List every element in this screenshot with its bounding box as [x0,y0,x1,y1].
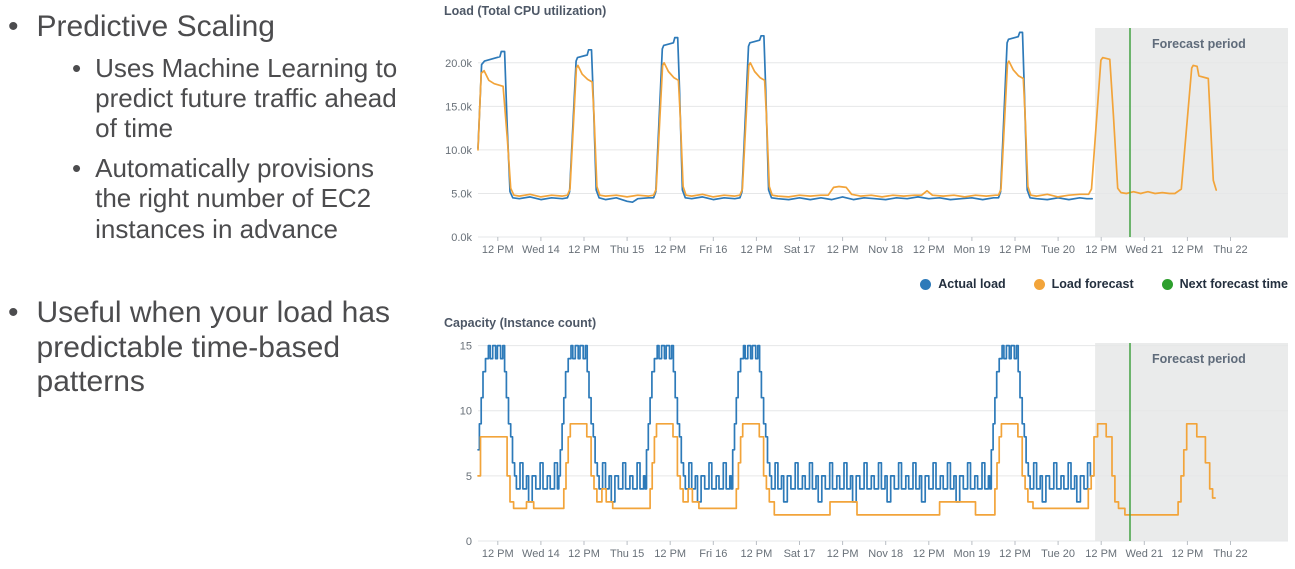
x-tick-label: Nov 18 [868,548,903,560]
x-tick-label: 12 PM [482,244,514,256]
bullet-item-predictive-scaling: • Predictive Scaling [8,10,432,45]
x-tick-label: Thu 22 [1213,548,1247,560]
x-tick-label: 12 PM [999,548,1031,560]
x-tick-label: 12 PM [1172,548,1204,560]
x-tick-label: 12 PM [568,244,600,256]
x-tick-label: Sat 17 [784,548,816,560]
bullet-item-useful-patterns: • Useful when your load has predictable … [8,296,418,400]
capacity-chart: 0 5 10 15 12 PM Wed 14 12 PM Thu 15 12 PM Fri 16 1… [460,341,1288,560]
legend-label: Actual load [938,277,1006,291]
x-tick-label: Wed 21 [1125,244,1163,256]
x-tick-label: Wed 21 [1125,548,1163,560]
forecast-region [1095,343,1288,541]
bullet-list: • Predictive Scaling • Uses Machine Lear… [8,10,432,400]
y-tick-label: 15 [460,341,472,353]
y-tick-label: 0 [466,536,472,548]
x-tick-label: Fri 16 [699,244,727,256]
x-tick-label: Mon 19 [954,244,991,256]
x-tick-label: 12 PM [741,548,773,560]
load-chart: 0.0k 5.0k 10.0k 15.0k 20.0k 12 PM Wed 14 12 PM T… [445,28,1288,256]
x-tick-label: Nov 18 [868,244,903,256]
x-tick-label: 12 PM [654,548,686,560]
x-tick-label: 12 PM [1085,548,1117,560]
load-chart-title: Load (Total CPU utilization) [444,4,607,18]
forecast-region [1095,28,1288,237]
legend-item-next-forecast-time: Next forecast time [1161,277,1288,291]
x-tick-label: Fri 16 [699,548,727,560]
bullet-item-provisions: • Automatically provisions the right num… [72,153,402,243]
y-tick-label: 20.0k [445,58,472,70]
x-tick-label: 12 PM [568,548,600,560]
x-tick-label: Sat 17 [784,244,816,256]
x-tick-label: Tue 20 [1041,548,1075,560]
legend-item-load-forecast: Load forecast [1033,277,1134,291]
y-tick-label: 10.0k [445,145,472,157]
capacity-chart-title: Capacity (Instance count) [444,316,597,330]
x-tick-label: Wed 14 [522,548,560,560]
sub-bullet-list: • Uses Machine Learning to predict futur… [72,53,432,244]
forecast-period-label: Forecast period [1152,352,1246,366]
x-tick-label: Thu 22 [1213,244,1247,256]
x-tick-label: 12 PM [827,244,859,256]
x-tick-label: 12 PM [913,244,945,256]
bullet-text: Uses Machine Learning to predict future … [95,52,398,144]
load-forecast-swatch [1033,278,1045,290]
x-tick-label: Thu 15 [610,548,644,560]
x-tick-label: 12 PM [654,244,686,256]
y-tick-label: 0.0k [451,232,472,244]
legend-label: Next forecast time [1179,277,1288,291]
bullet-text: Automatically provisions the right numbe… [95,153,374,244]
x-tick-label: Tue 20 [1041,244,1075,256]
y-tick-label: 15.0k [445,101,472,113]
chart-legend: Actual load Load forecast Next forecast … [920,277,1288,291]
capacity-forecast-line [477,422,1216,516]
x-tick-label: 12 PM [827,548,859,560]
legend-item-actual-load: Actual load [920,277,1006,291]
bullet-dot: • [8,10,19,43]
load-chart-block: Load (Total CPU utilization) 0.0k 5.0k 10.… [435,0,1295,305]
bullet-item-machine-learning: • Uses Machine Learning to predict futur… [72,53,402,143]
actual-load-swatch [920,278,932,290]
next-forecast-time-swatch [1161,278,1173,290]
x-tick-label: Thu 15 [610,244,644,256]
x-tick-label: 12 PM [999,244,1031,256]
bullet-text: Useful when your load has predictable ti… [36,295,391,399]
x-tick-label: 12 PM [1085,244,1117,256]
x-tick-label: Wed 14 [522,244,560,256]
load-forecast-line [477,56,1218,198]
y-tick-label: 5.0k [451,189,472,201]
bullet-text: Predictive Scaling [36,10,275,43]
x-tick-label: 12 PM [482,548,514,560]
actual-capacity-line [477,344,1095,503]
x-tick-label: 12 PM [1172,244,1204,256]
forecast-period-label: Forecast period [1152,37,1246,51]
y-tick-label: 5 [466,471,472,483]
bullet-dot: • [72,52,82,83]
capacity-chart-block: Capacity (Instance count) 0 5 10 15 12 PM Wed… [435,312,1295,569]
y-tick-label: 10 [460,406,472,418]
bullet-dot: • [8,295,19,329]
x-tick-label: 12 PM [741,244,773,256]
bullet-dot: • [72,153,82,184]
x-tick-label: Mon 19 [954,548,991,560]
x-tick-label: 12 PM [913,548,945,560]
legend-label: Load forecast [1051,277,1134,291]
